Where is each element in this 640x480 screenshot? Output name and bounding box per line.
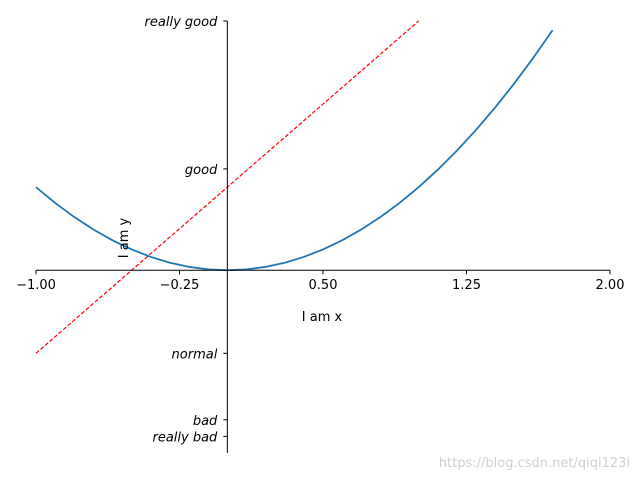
x-axis-label: I am x bbox=[302, 310, 343, 325]
watermark: https://blog.csdn.net/qiqi123i bbox=[439, 456, 630, 471]
x-ticks: −1.00 −0.25 0.50 1.25 2.00 bbox=[16, 270, 624, 293]
y-tick-label: bad bbox=[193, 414, 218, 429]
x-tick-label: 0.50 bbox=[309, 278, 338, 293]
x-tick-label: 2.00 bbox=[596, 278, 625, 293]
series-layer bbox=[35, 20, 554, 354]
x-tick-label: −0.25 bbox=[160, 278, 200, 293]
x-tick-label: 1.25 bbox=[452, 278, 481, 293]
x-tick-label: −1.00 bbox=[16, 278, 56, 293]
series-line-0 bbox=[35, 29, 554, 272]
y-tick-label: really bad bbox=[152, 430, 218, 445]
y-tick-label: really good bbox=[145, 15, 219, 30]
y-axis-label: I am y bbox=[117, 217, 132, 258]
y-tick-label: normal bbox=[172, 347, 218, 362]
y-tick-label: good bbox=[185, 163, 218, 178]
